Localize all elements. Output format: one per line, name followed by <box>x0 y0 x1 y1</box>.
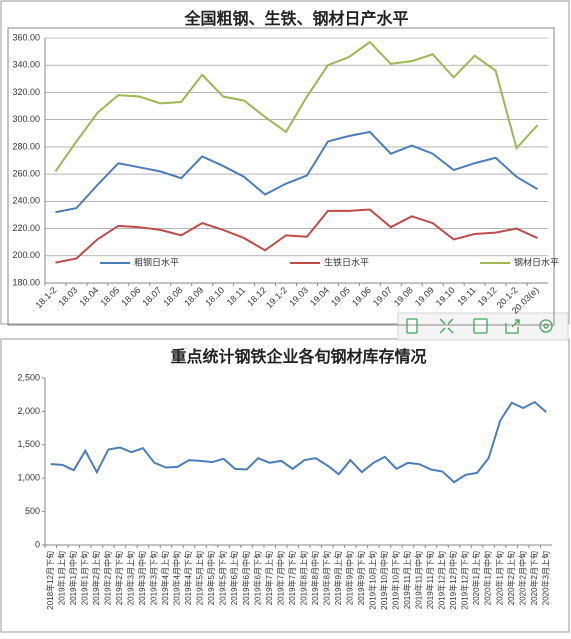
x-tick-label: 2019年5月下旬 <box>218 551 228 605</box>
y-tick-label: 1,000 <box>17 473 40 483</box>
y-tick-label: 340.00 <box>12 60 40 70</box>
x-tick-label: 2019年8月下旬 <box>321 551 331 605</box>
x-tick-label: 2019年3月下旬 <box>149 551 159 605</box>
plot-area <box>7 27 555 326</box>
x-tick-label: 2019年4月中旬 <box>172 551 182 605</box>
x-tick-label: 2019年11月下旬 <box>425 551 435 609</box>
x-tick-label: 2019年1月下旬 <box>79 551 89 605</box>
x-tick-label: 2020年1月中旬 <box>483 551 493 605</box>
x-tick-label: 2019年7月下旬 <box>287 551 297 605</box>
x-tick-label: 2019年9月中旬 <box>344 551 354 605</box>
x-tick-label: 2019年8月上旬 <box>298 551 308 605</box>
x-tick-label: 2019年7月中旬 <box>275 551 285 605</box>
x-tick-label: 2019年10月下旬 <box>391 551 401 610</box>
y-tick-label: 300.00 <box>12 114 40 124</box>
x-tick-label: 2019年1月上旬 <box>56 551 66 605</box>
x-tick-label: 2019年6月下旬 <box>252 551 262 605</box>
y-tick-label: 0 <box>35 539 40 549</box>
y-tick-label: 280.00 <box>12 141 40 151</box>
x-tick-label: 2019年12月中旬 <box>448 551 458 610</box>
icon-copy[interactable] <box>406 318 418 334</box>
y-tick-label: 260.00 <box>12 168 40 178</box>
x-tick-label: 2019年5月中旬 <box>206 551 216 605</box>
x-tick-label: 2019年10月中旬 <box>379 551 389 610</box>
x-tick-label: 2019年12月下旬 <box>460 551 470 610</box>
y-tick-label: 1,500 <box>17 439 40 449</box>
series-line <box>55 208 538 264</box>
y-tick-label: 200.00 <box>12 250 40 260</box>
x-tick-label: 2019年5月上旬 <box>195 551 205 605</box>
x-tick-label: 2019年7月上旬 <box>264 551 274 605</box>
y-tick-label: 220.00 <box>12 223 40 233</box>
series-line <box>50 400 547 484</box>
x-tick-label: 2020年1月下旬 <box>494 551 504 605</box>
x-tick-label: 2019年4月上旬 <box>160 551 170 605</box>
y-tick-label: 500 <box>25 506 40 516</box>
x-tick-label: 2019年6月中旬 <box>241 551 251 605</box>
x-tick-label: 2020年2月中旬 <box>517 551 527 605</box>
x-tick-label: 2019年3月上旬 <box>126 551 136 605</box>
legend-label: 钢材日水平 <box>514 256 559 267</box>
y-tick-label: 360.00 <box>12 32 40 42</box>
x-tick-label: 2019年11月上旬 <box>402 551 412 609</box>
x-tick-label: 2019年4月下旬 <box>183 551 193 605</box>
legend-label: 粗钢日水平 <box>134 256 179 267</box>
x-tick-label: 2019年10月上旬 <box>368 551 378 610</box>
x-tick-label: 2019年2月中旬 <box>102 551 112 605</box>
x-tick-label: 2019年6月上旬 <box>229 551 239 605</box>
y-tick-label: 240.00 <box>12 196 40 206</box>
x-tick-label: 2019年1月中旬 <box>68 551 78 605</box>
legend-label: 生铁日水平 <box>324 256 369 267</box>
y-tick-label: 180.00 <box>12 277 40 287</box>
chart-frame <box>0 0 570 325</box>
x-tick-label: 2018年12月下旬 <box>45 551 55 610</box>
y-tick-label: 320.00 <box>12 87 40 97</box>
x-tick-label: 2020年2月下旬 <box>529 551 539 605</box>
icon-save[interactable] <box>473 318 488 334</box>
x-tick-label: 2019年11月中旬 <box>414 551 424 609</box>
y-tick-label: 2,500 <box>17 372 40 382</box>
icon-expand[interactable] <box>439 318 454 334</box>
x-tick-label: 2020年2月上旬 <box>506 551 516 605</box>
chart-frame <box>0 338 570 633</box>
chart-title: 重点统计钢铁企业各旬钢材库存情况 <box>170 347 426 366</box>
x-tick-label: 2019年8月中旬 <box>310 551 320 605</box>
x-tick-label: 2020年1月上旬 <box>471 551 481 605</box>
x-tick-label: 2019年3月中旬 <box>137 551 147 605</box>
series-line <box>54 40 539 172</box>
series-line <box>55 130 539 214</box>
x-tick-label: 2019年9月下旬 <box>356 551 366 605</box>
x-tick-label: 2019年2月上旬 <box>91 551 101 605</box>
x-tick-label: 2020年3月上旬 <box>540 551 550 605</box>
x-tick-label: 2019年2月下旬 <box>114 551 124 605</box>
toolbar <box>397 312 569 341</box>
icon-share[interactable] <box>505 319 520 334</box>
x-tick-label: 2019年9月上旬 <box>333 551 343 605</box>
y-tick-label: 2,000 <box>17 406 40 416</box>
chart-title: 全国粗钢、生铁、钢材日产水平 <box>183 9 408 28</box>
x-tick-label: 2019年12月上旬 <box>437 551 447 610</box>
